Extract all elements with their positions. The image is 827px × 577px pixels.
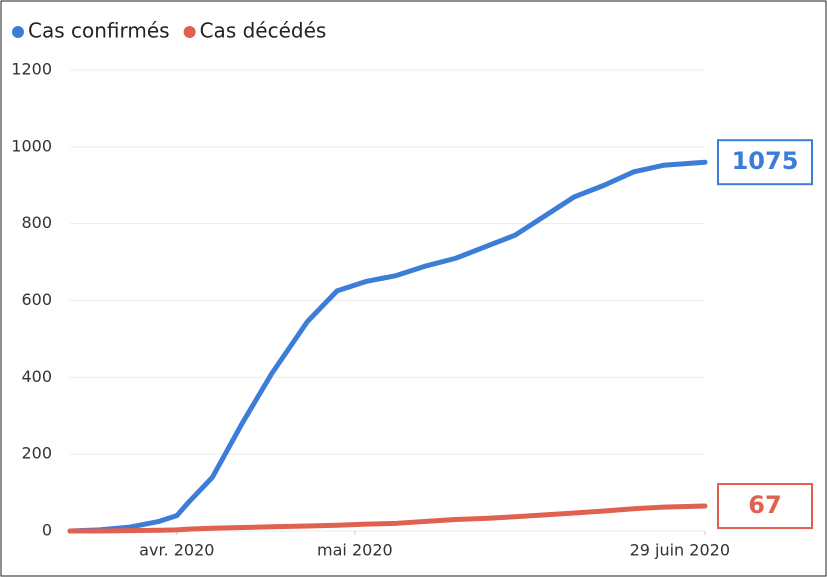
y-tick-label: 800 bbox=[21, 213, 52, 232]
y-tick-label: 0 bbox=[42, 521, 52, 540]
end-label: 1075 bbox=[732, 147, 799, 175]
series-line bbox=[67, 503, 708, 534]
legend-marker bbox=[12, 26, 24, 38]
series-line bbox=[67, 159, 708, 534]
x-tick-label: mai 2020 bbox=[317, 541, 393, 560]
x-tick-label: 29 juin 2020 bbox=[630, 541, 730, 560]
y-tick-label: 1200 bbox=[11, 60, 52, 79]
y-tick-label: 1000 bbox=[11, 136, 52, 155]
legend-marker bbox=[183, 26, 196, 38]
y-tick-label: 200 bbox=[21, 444, 52, 463]
y-tick-label: 600 bbox=[21, 290, 52, 309]
end-label-box bbox=[717, 483, 813, 530]
end-label-box bbox=[717, 139, 813, 186]
legend-label: Cas décédés bbox=[200, 19, 327, 43]
y-tick-label: 400 bbox=[21, 367, 52, 386]
legend-label: Cas confirmés bbox=[28, 19, 170, 43]
end-label: 67 bbox=[748, 491, 781, 519]
x-tick-label: avr. 2020 bbox=[139, 541, 214, 560]
